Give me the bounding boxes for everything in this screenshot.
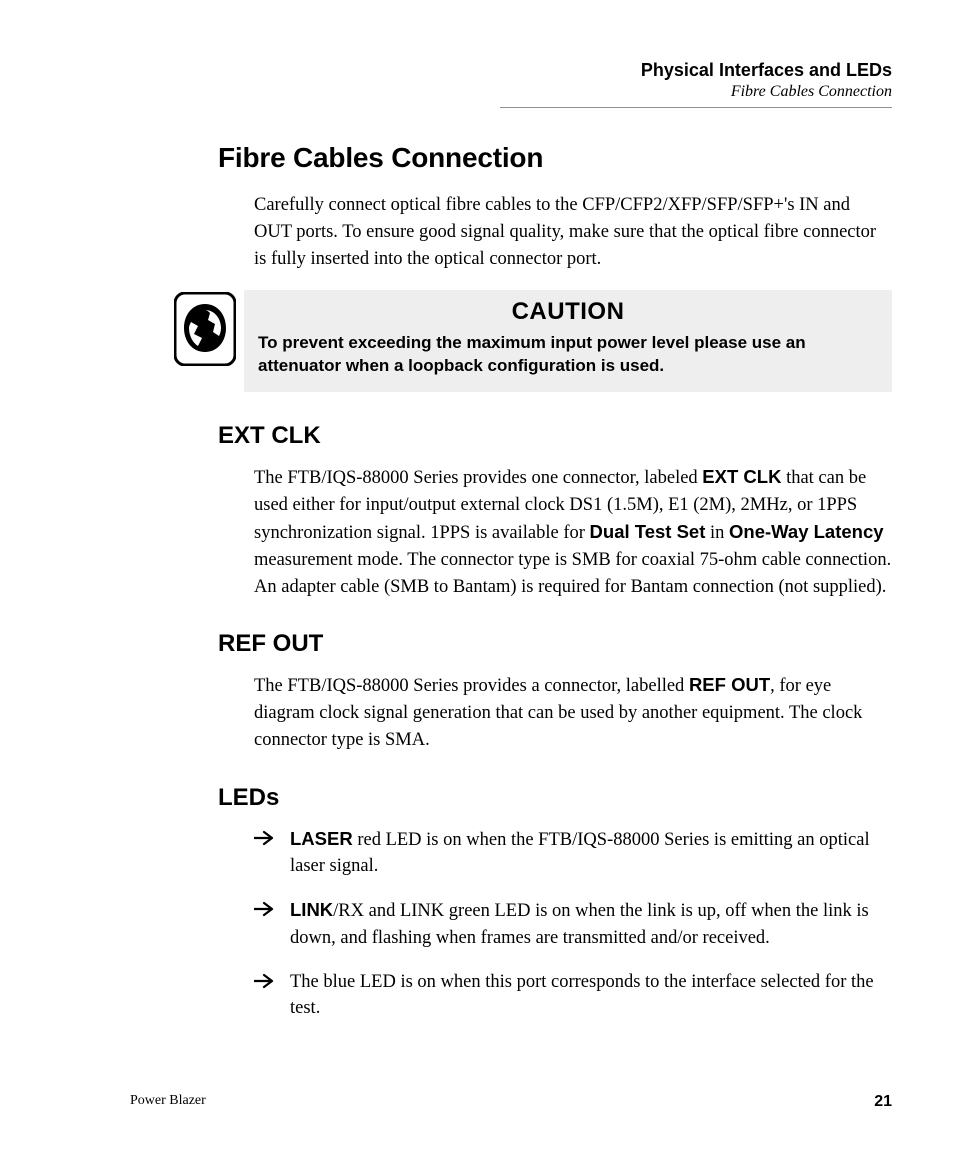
footer-product-name: Power Blazer	[130, 1093, 206, 1111]
caution-icon	[174, 290, 244, 366]
bold-ext-clk: EXT CLK	[702, 466, 781, 487]
header-section-title: Fibre Cables Connection	[130, 83, 892, 101]
text: /RX and LINK green LED is on when the li…	[290, 901, 869, 947]
bold-dual-test-set: Dual Test Set	[590, 521, 706, 542]
list-item: LINK/RX and LINK green LED is on when th…	[254, 897, 892, 951]
leds-list: LASER red LED is on when the FTB/IQS-880…	[254, 826, 892, 1022]
para-fibre-cables: Carefully connect optical fibre cables t…	[254, 192, 892, 272]
footer-page-number: 21	[874, 1093, 892, 1111]
list-item: LASER red LED is on when the FTB/IQS-880…	[254, 826, 892, 880]
text: The FTB/IQS-88000 Series provides a conn…	[254, 676, 689, 696]
heading-leds: LEDs	[218, 784, 892, 812]
running-header: Physical Interfaces and LEDs Fibre Cable…	[130, 60, 892, 108]
para-ref-out: The FTB/IQS-88000 Series provides a conn…	[254, 672, 892, 753]
bold-link: LINK	[290, 899, 333, 920]
arrow-bullet-icon	[254, 973, 278, 989]
text: in	[705, 523, 729, 543]
para-ext-clk: The FTB/IQS-88000 Series provides one co…	[254, 464, 892, 600]
heading-fibre-cables: Fibre Cables Connection	[218, 142, 892, 174]
arrow-bullet-icon	[254, 901, 278, 917]
caution-title: CAUTION	[258, 298, 878, 326]
text: measurement mode. The connector type is …	[254, 550, 891, 597]
heading-ext-clk: EXT CLK	[218, 422, 892, 450]
text: The FTB/IQS-88000 Series provides one co…	[254, 468, 702, 488]
list-item: The blue LED is on when this port corres…	[254, 969, 892, 1022]
page-footer: Power Blazer 21	[130, 1093, 892, 1111]
caution-block: CAUTION To prevent exceeding the maximum…	[174, 290, 892, 392]
bold-one-way-latency: One-Way Latency	[729, 521, 884, 542]
bold-ref-out: REF OUT	[689, 674, 770, 695]
header-rule	[500, 107, 892, 108]
header-chapter-title: Physical Interfaces and LEDs	[130, 60, 892, 81]
caution-text: To prevent exceeding the maximum input p…	[258, 332, 878, 378]
arrow-bullet-icon	[254, 830, 278, 846]
caution-box: CAUTION To prevent exceeding the maximum…	[244, 290, 892, 392]
text: red LED is on when the FTB/IQS-88000 Ser…	[290, 830, 870, 876]
bold-laser: LASER	[290, 828, 353, 849]
text: The blue LED is on when this port corres…	[290, 972, 874, 1018]
heading-ref-out: REF OUT	[218, 630, 892, 658]
